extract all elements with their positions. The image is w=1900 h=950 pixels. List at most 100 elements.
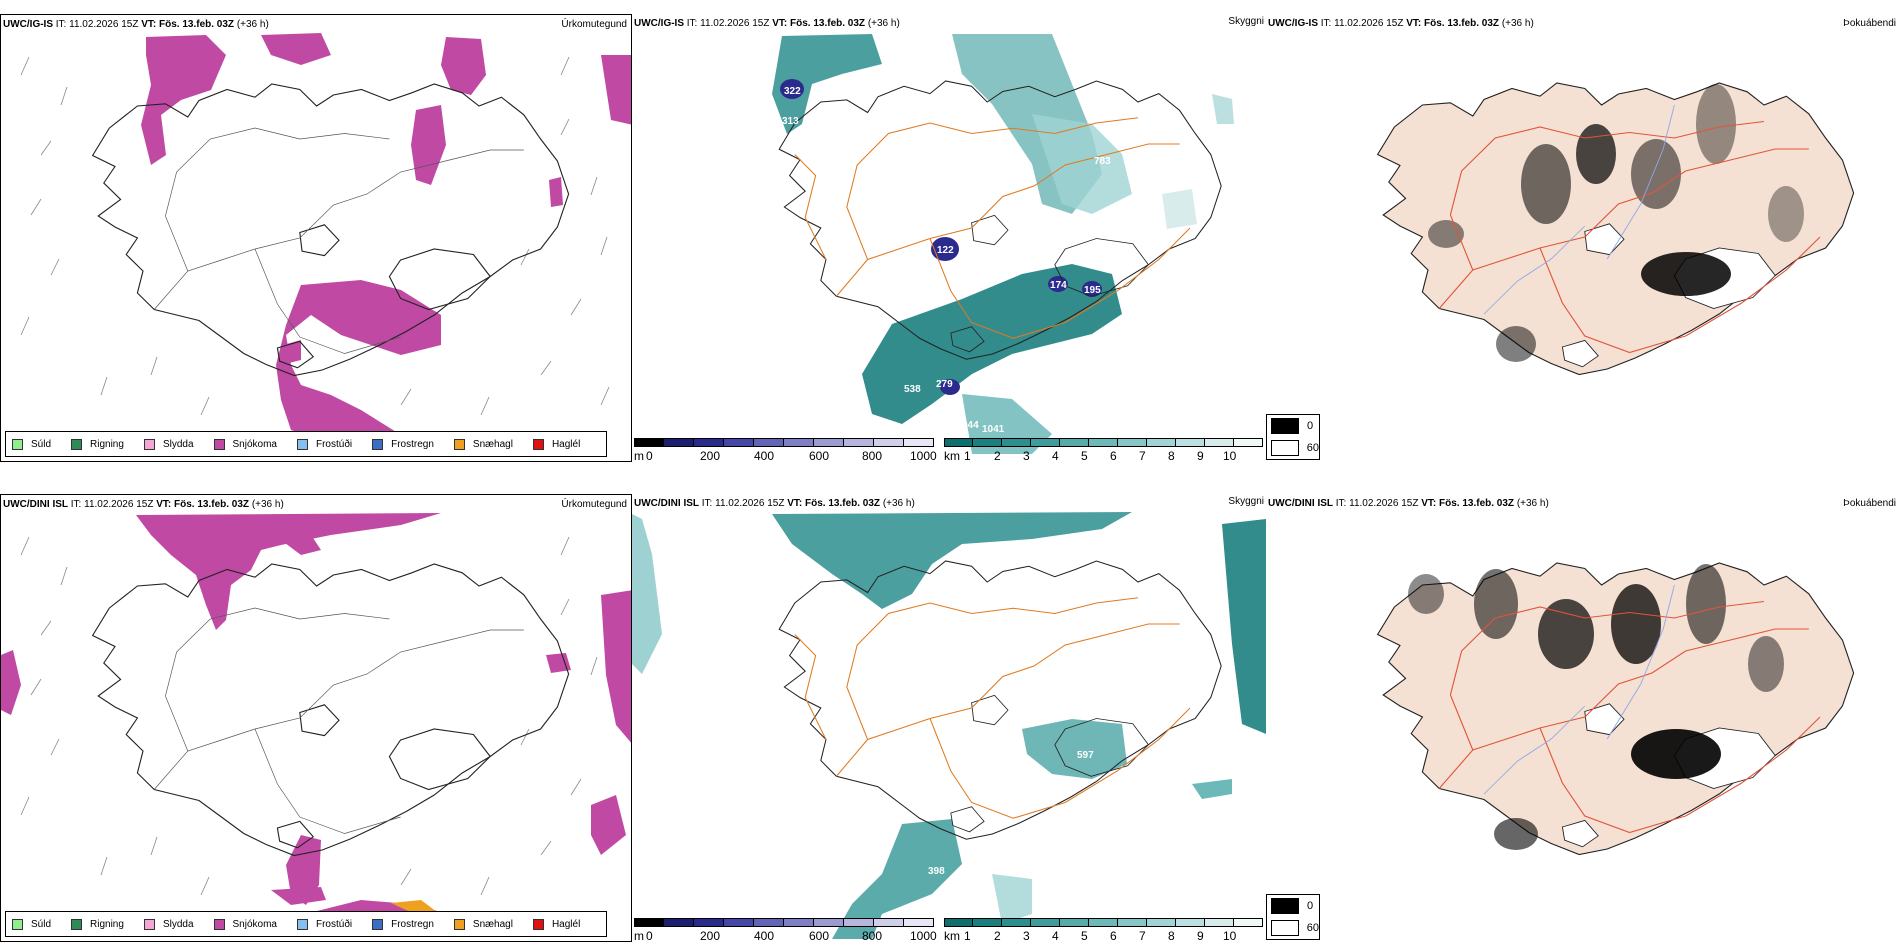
model-name: UWC/DINI ISL <box>634 498 699 509</box>
legend-swatch <box>1271 440 1299 456</box>
colorbar-cell <box>1205 918 1234 927</box>
panel-title: Skyggni <box>1228 16 1264 27</box>
map-label: 279 <box>936 379 953 390</box>
legend-swatch <box>71 918 83 930</box>
snow-areas <box>1 513 631 935</box>
legend-swatch <box>1271 418 1299 434</box>
colorbar-tick: 1 <box>964 449 971 462</box>
legend-label: 0 <box>1307 900 1314 912</box>
colorbar-tick: 10 <box>1223 929 1237 942</box>
colorbar-tick: 5 <box>1081 449 1088 462</box>
vt-label: VT: <box>772 18 788 29</box>
legend-item: Slydda <box>143 918 194 930</box>
legend-item: Haglél <box>532 438 581 450</box>
legend-swatch <box>213 918 225 930</box>
legend-item: Snjókoma <box>213 918 277 930</box>
colorbar-tick: 600 <box>809 449 830 462</box>
panel-header: UWC/DINI ISL IT: 11.02.2026 15Z VT: Fös.… <box>3 499 284 510</box>
colorbar-tick: 200 <box>700 449 721 462</box>
legend-swatch <box>71 438 83 450</box>
legend-swatch <box>296 918 308 930</box>
colorbar-tick: 0 <box>646 929 653 942</box>
colorbar-cell <box>1031 918 1060 927</box>
legend-label: Frostregn <box>391 918 434 930</box>
legend-label: Haglél <box>551 438 581 450</box>
colorbar-cell <box>634 918 664 927</box>
fog-panel-top: UWC/IG-IS IT: 11.02.2026 15Z VT: Fös. 13… <box>1266 14 1900 462</box>
colorbar-cell <box>1176 438 1205 447</box>
it-label: IT: <box>1320 18 1332 29</box>
it-label: IT: <box>70 499 82 510</box>
it-value: 11.02.2026 15Z <box>84 499 154 510</box>
lead-time: (+36 h) <box>882 498 915 509</box>
colorbar-tick: 5 <box>1081 929 1088 942</box>
snow-areas <box>141 33 631 447</box>
colorbar-cell <box>1147 918 1176 927</box>
elevation-ticks: m 0 200 400 600 800 1000 <box>634 449 944 462</box>
vt-label: VT: <box>141 19 157 30</box>
vt-label: VT: <box>1421 498 1437 509</box>
colorbar-cell <box>973 918 1002 927</box>
legend-label: Frostúði <box>315 918 353 930</box>
legend-swatch <box>372 918 384 930</box>
legend-label: 0 <box>1307 420 1314 432</box>
vt-label: VT: <box>1406 18 1422 29</box>
colorbar-cell <box>1002 438 1031 447</box>
fog-legend-bottom: 0 60 <box>1266 894 1320 940</box>
legend-item: Frostúði <box>296 438 352 450</box>
colorbar-tick: 3 <box>1023 449 1030 462</box>
vt-label: VT: <box>787 498 803 509</box>
colorbar-unit: km <box>944 449 960 462</box>
legend-swatch <box>143 438 155 450</box>
vt-value: Fös. 13.feb. 03Z <box>174 499 250 510</box>
wind-barbs <box>20 536 598 896</box>
colorbar-cell <box>1234 918 1263 927</box>
colorbar-cell <box>814 438 844 447</box>
precip-type-map-top <box>20 33 631 447</box>
colorbar-cell <box>874 438 904 447</box>
panel-header: UWC/DINI ISL IT: 11.02.2026 15Z VT: Fös.… <box>1268 498 1549 509</box>
visibility-panel-bottom: 546 597 398 UWC/DINI ISL IT: 11.02.2026 … <box>632 494 1266 942</box>
colorbar-unit: km <box>944 929 960 942</box>
fog-legend-top: 0 60 <box>1266 414 1320 460</box>
colorbar-tick: 8 <box>1168 449 1175 462</box>
legend-swatch <box>1271 898 1299 914</box>
vt-value: Fös. 13.feb. 03Z <box>790 18 866 29</box>
lead-time: (+36 h) <box>236 19 269 30</box>
fog-legend-item: 0 <box>1267 895 1319 917</box>
visibility-colorbar <box>944 438 1263 447</box>
it-label: IT: <box>701 498 713 509</box>
precip-type-panel-bottom: UWC/DINI ISL IT: 11.02.2026 15Z VT: Fös.… <box>0 494 632 942</box>
colorbar-tick: 3 <box>1023 929 1030 942</box>
legend-swatch <box>296 438 308 450</box>
map-label: 313 <box>782 116 799 127</box>
rivers <box>1483 104 1675 315</box>
lead-time: (+36 h) <box>1501 18 1534 29</box>
it-value: 11.02.2026 15Z <box>700 18 770 29</box>
colorbar-cell <box>1176 918 1205 927</box>
legend-swatch <box>12 438 23 450</box>
legend-label: 60 <box>1306 442 1319 454</box>
panel-title: Skyggni <box>1228 496 1264 507</box>
legend-label: Slydda <box>162 438 194 450</box>
model-name: UWC/DINI ISL <box>3 499 68 510</box>
legend-item: Snæhagl <box>453 438 513 450</box>
panel-title: Úrkomutegund <box>561 19 627 30</box>
legend-label: Snjókoma <box>232 918 277 930</box>
legend-label: Rigning <box>90 438 124 450</box>
road-network <box>794 597 1191 819</box>
it-label: IT: <box>686 18 698 29</box>
road-network <box>1438 600 1821 834</box>
colorbar-cell <box>664 918 694 927</box>
colorbar-cell <box>1031 438 1060 447</box>
colorbar-tick: 2 <box>994 929 1001 942</box>
it-label: IT: <box>55 19 67 30</box>
colorbar-cell <box>1060 918 1089 927</box>
precip-legend-top: Súld Rigning Slydda Snjókoma Frostúði Fr… <box>5 431 608 457</box>
legend-swatch <box>143 918 155 930</box>
colorbar-tick: 400 <box>754 929 775 942</box>
legend-item: Rigning <box>71 918 124 930</box>
lead-time: (+36 h) <box>867 18 900 29</box>
lead-time: (+36 h) <box>1516 498 1549 509</box>
model-name: UWC/IG-IS <box>1268 18 1318 29</box>
